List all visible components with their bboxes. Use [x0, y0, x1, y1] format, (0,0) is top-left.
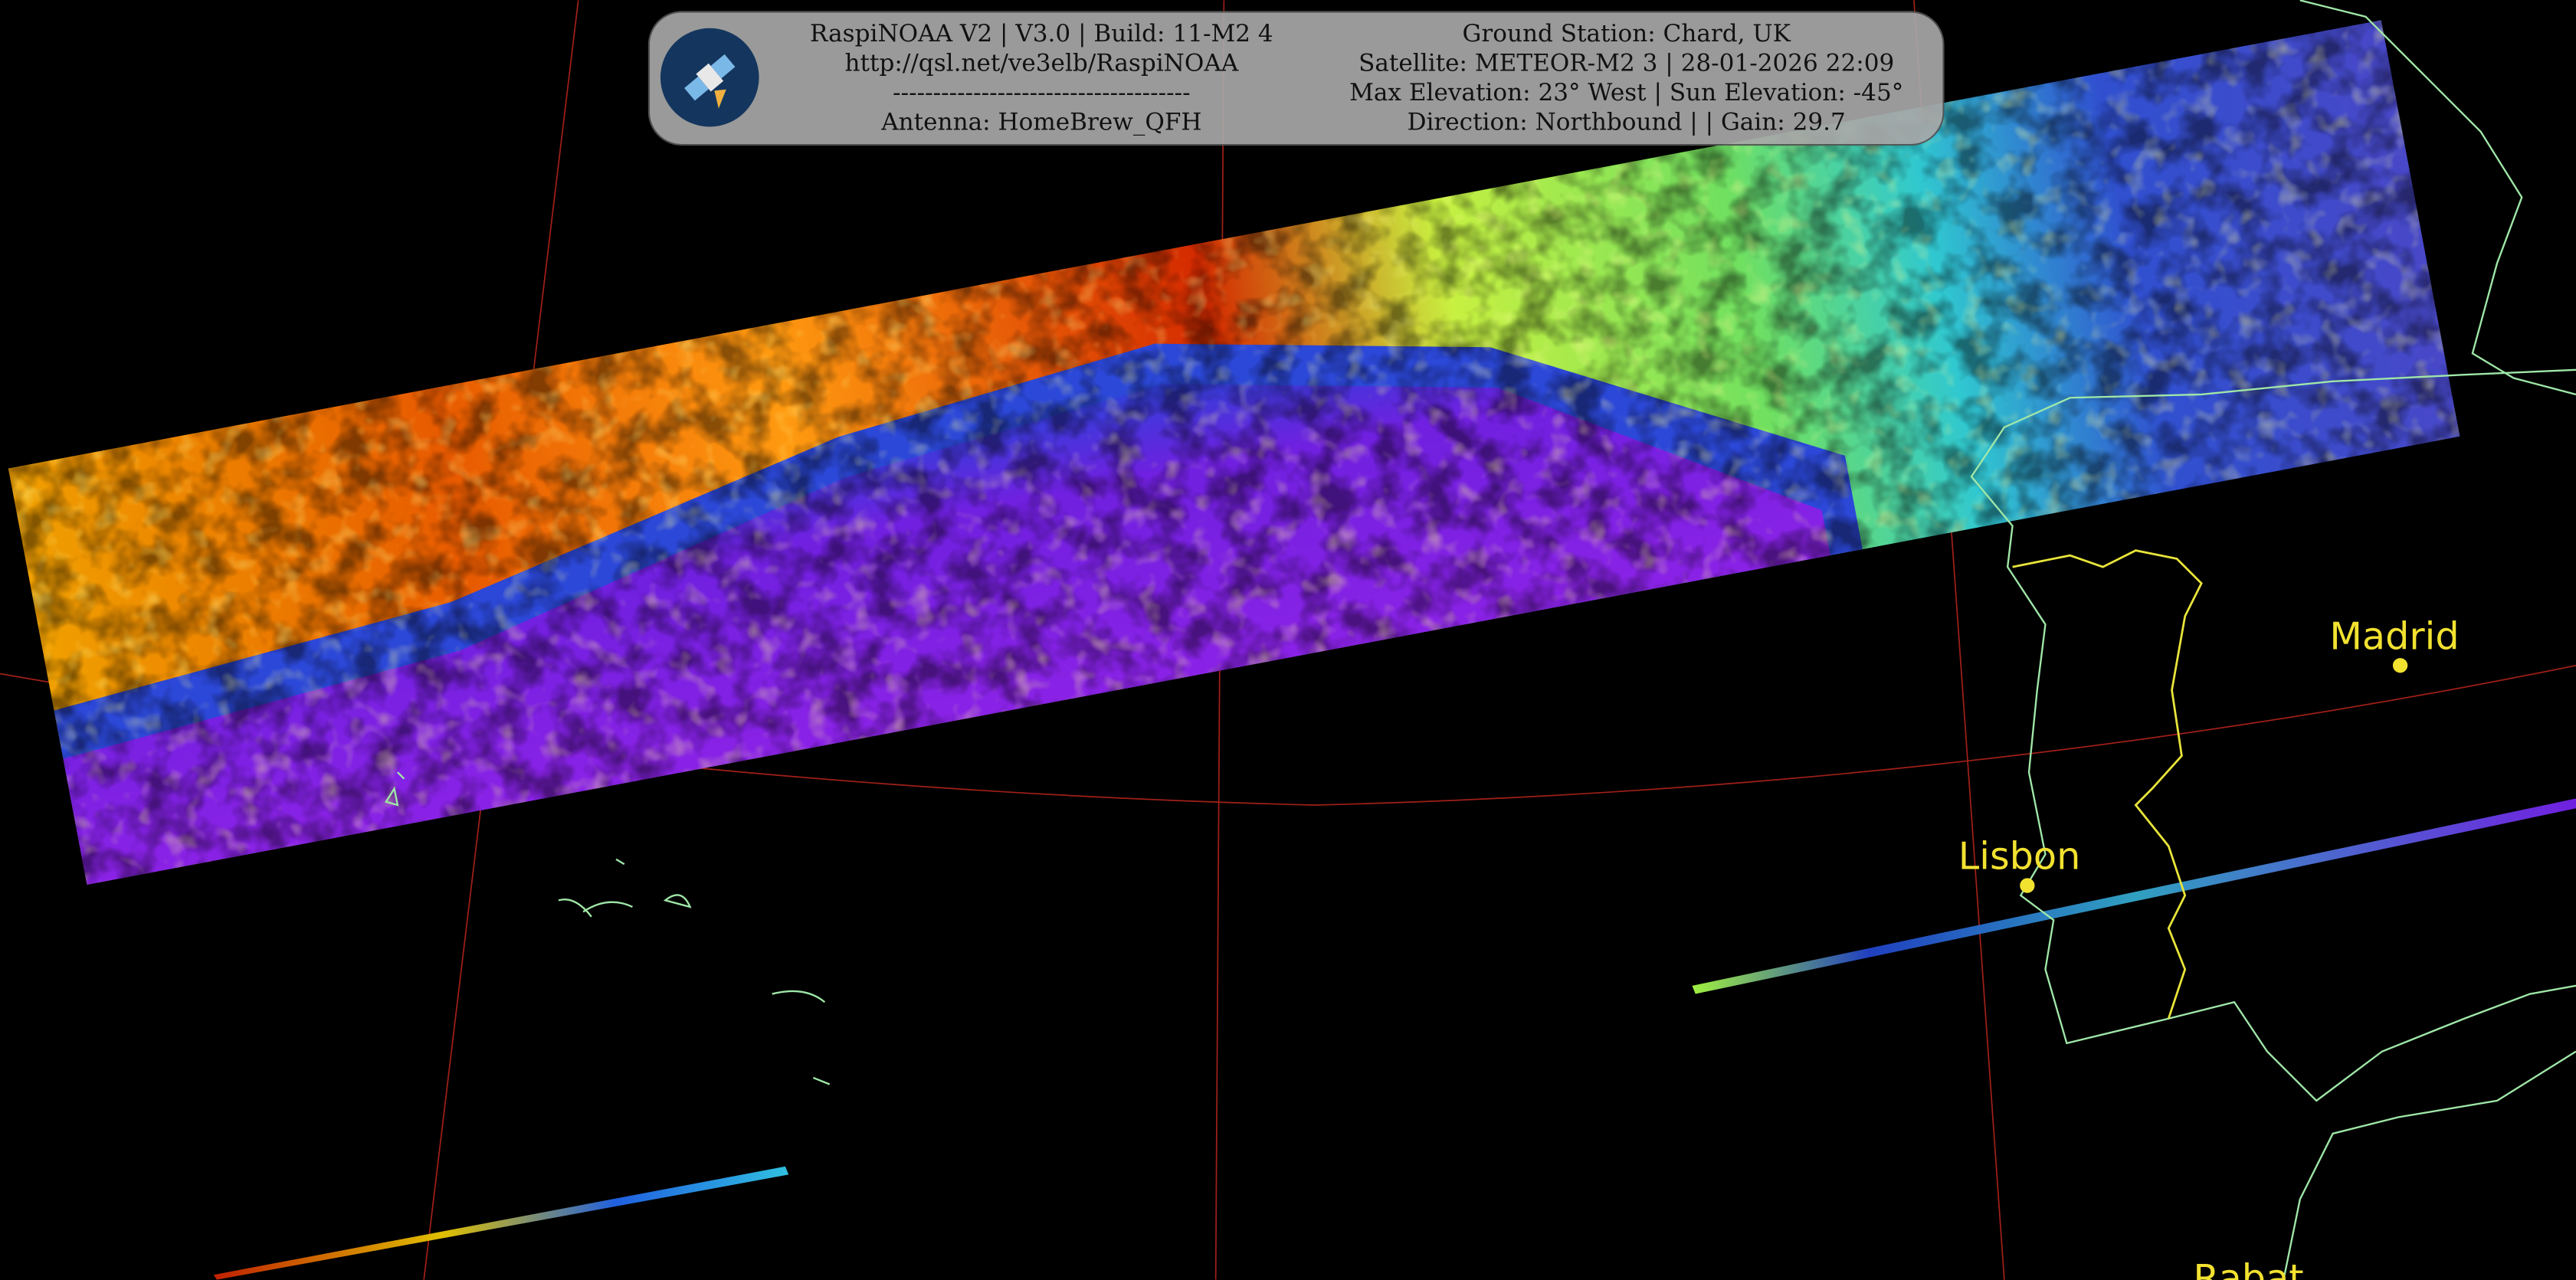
border [2012, 549, 2203, 1020]
header-line: http://qsl.net/ve3elb/RaspiNOAA [845, 50, 1239, 77]
header-line: Satellite: METEOR-M2 3 | 28-01-2026 22:0… [1358, 50, 1894, 77]
coastlines [385, 0, 2576, 1280]
city-label: Rabat [2193, 1256, 2303, 1280]
header-line: Ground Station: Chard, UK [1463, 20, 1791, 47]
city-label: Lisbon [1958, 834, 2081, 879]
header-line: Max Elevation: 23° West | Sun Elevation:… [1349, 79, 1903, 106]
header-line: ------------------------------------- [893, 79, 1191, 106]
header-line: RaspiNOAA V2 | V3.0 | Build: 11-M2 4 [810, 20, 1273, 47]
satellite-icon [684, 54, 736, 109]
header-line: Antenna: HomeBrew_QFH [880, 109, 1201, 136]
header: RaspiNOAA V2 | V3.0 | Build: 11-M2 4 htt… [647, 11, 1945, 146]
city-marker [2392, 658, 2408, 673]
city-label: Madrid [2329, 614, 2459, 658]
swath [8, 20, 2460, 886]
city-marker [2020, 878, 2035, 893]
swath-strip [1692, 798, 2576, 994]
header-line: Direction: Northbound | | Gain: 29.7 [1408, 109, 1846, 136]
swath-strip [213, 1166, 789, 1280]
